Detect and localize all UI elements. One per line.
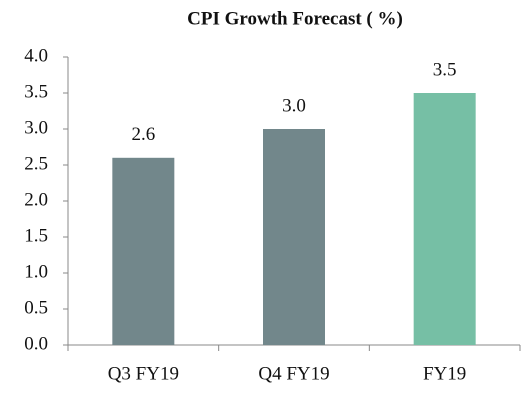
x-tick-label: Q4 FY19 xyxy=(258,363,329,384)
chart-title: CPI Growth Forecast ( %) xyxy=(187,8,403,29)
y-tick-label: 2.5 xyxy=(24,153,48,174)
bar xyxy=(112,157,175,345)
y-tick-label: 3.0 xyxy=(24,117,48,138)
x-tick-label: Q3 FY19 xyxy=(108,363,179,384)
y-tick-label: 1.0 xyxy=(24,261,48,282)
data-label: 2.6 xyxy=(131,124,155,145)
x-tick-label: FY19 xyxy=(423,363,466,384)
data-label: 3.5 xyxy=(433,59,457,80)
bar xyxy=(263,129,325,345)
bar xyxy=(413,93,476,345)
y-tick-label: 3.5 xyxy=(24,81,48,102)
data-label: 3.0 xyxy=(282,95,306,116)
y-tick-label: 4.0 xyxy=(24,45,48,66)
y-tick-label: 1.5 xyxy=(24,225,48,246)
y-tick-label: 0.5 xyxy=(24,297,48,318)
y-tick-label: 0.0 xyxy=(24,333,48,354)
y-tick-label: 2.0 xyxy=(24,189,48,210)
